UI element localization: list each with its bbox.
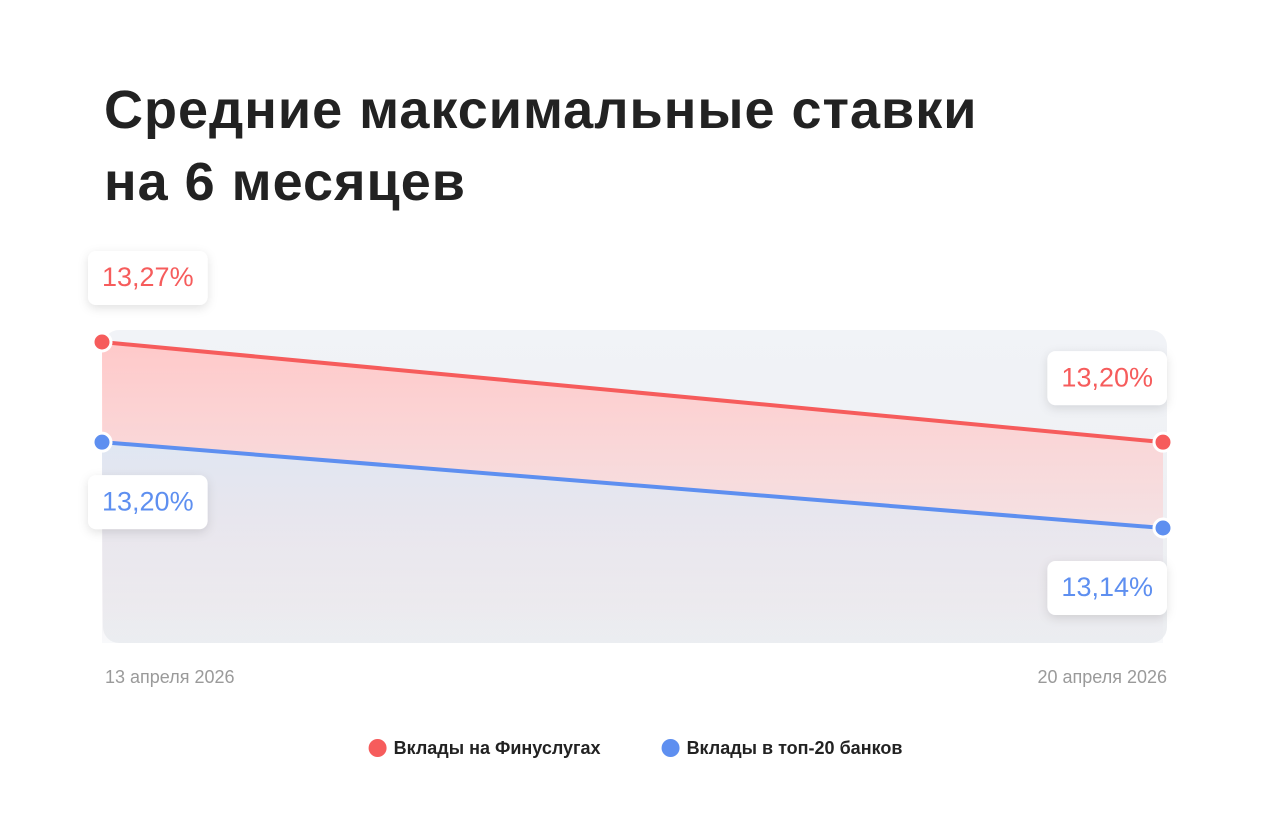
data-label: 13,27%: [102, 262, 194, 292]
line: [101, 440, 1164, 530]
label-background: [1047, 351, 1167, 406]
data-label-box: 13,27%: [88, 251, 208, 305]
chart-title: Средние максимальные ставки на 6 месяцев: [104, 80, 978, 212]
label-background: [88, 251, 208, 305]
data-point: [91, 331, 113, 353]
data-label-box: 13,20%: [88, 475, 208, 530]
area-fill: [102, 442, 1163, 643]
label-background: [1047, 561, 1167, 615]
data-point: [1152, 431, 1174, 453]
legend-marker: [368, 739, 387, 757]
data-label-box: 13,14%: [1047, 561, 1167, 615]
data-point: [1152, 517, 1174, 539]
legend-label: Вклады на Финуслугах: [394, 738, 601, 758]
x-tick-label: 20 апреля 2026: [1038, 667, 1168, 687]
data-label: 13,14%: [1061, 572, 1153, 602]
data-point: [91, 431, 113, 453]
legend: Вклады на Финуслугах Вклады в топ-20 банк…: [368, 738, 903, 758]
x-tick-label: 13 апреля 2026: [105, 667, 235, 687]
data-label: 13,20%: [1061, 362, 1153, 392]
legend-marker: [661, 739, 680, 757]
data-label: 13,20%: [102, 486, 194, 516]
legend-label: Вклады в топ-20 банков: [687, 738, 903, 758]
label-background: [88, 475, 208, 530]
line: [101, 340, 1164, 445]
data-label-box: 13,20%: [1047, 351, 1167, 406]
